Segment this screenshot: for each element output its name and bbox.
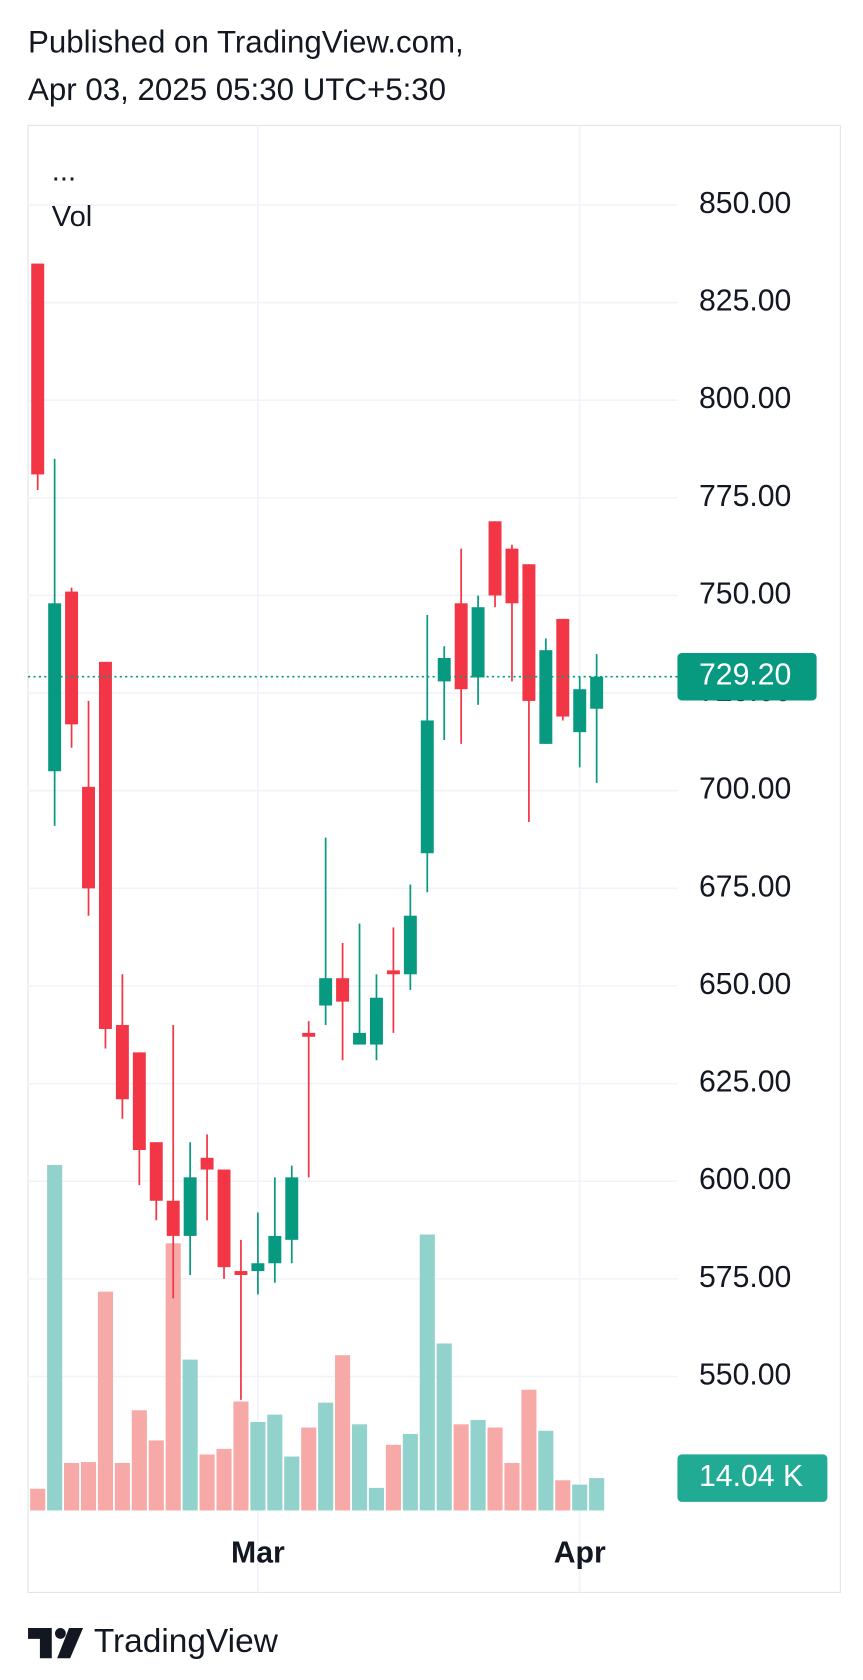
candle-body <box>386 970 400 975</box>
candle-body <box>403 915 417 975</box>
candle-body <box>132 1052 146 1151</box>
candle-body <box>539 650 553 744</box>
y-tick-label: 575.00 <box>699 1261 791 1294</box>
volume-bar <box>521 1389 537 1511</box>
y-tick-label: 800.00 <box>699 382 791 415</box>
volume-bar <box>250 1422 266 1511</box>
volume-bar <box>284 1456 300 1511</box>
y-tick-label: 675.00 <box>699 870 791 903</box>
candle-body <box>353 1032 366 1045</box>
candle-body <box>149 1142 163 1201</box>
candle-body <box>285 1177 299 1240</box>
y-tick-label: 625.00 <box>699 1066 791 1099</box>
timestamp: Apr 03, 2025 05:30 UTC+5:30 <box>28 72 446 107</box>
last-price-label: 729.20 <box>699 659 791 692</box>
volume-bar <box>301 1427 317 1511</box>
volume-bar <box>148 1440 164 1511</box>
volume-bar <box>504 1462 520 1511</box>
volume-bar <box>216 1448 232 1511</box>
volume-bar <box>436 1343 452 1511</box>
candle-body <box>590 676 604 709</box>
last-price-box <box>677 652 817 701</box>
volume-bar <box>233 1401 249 1511</box>
candle-body <box>183 1177 197 1236</box>
volume-bar <box>589 1478 605 1511</box>
candle-body <box>82 786 95 889</box>
volume-bar <box>470 1419 486 1511</box>
volume-bar <box>47 1164 63 1511</box>
volume-bar <box>351 1424 368 1511</box>
candle-body <box>488 521 502 596</box>
candle-body <box>234 1271 248 1275</box>
y-tick-label: 750.00 <box>699 577 791 610</box>
y-tick-label: 850.00 <box>699 187 791 220</box>
candle-body <box>217 1169 231 1268</box>
symbol-label: ... <box>52 155 76 187</box>
chart-frame <box>27 124 841 1593</box>
volume-bar <box>182 1359 198 1511</box>
candle-body <box>115 1025 129 1100</box>
candle-body <box>65 591 79 725</box>
y-tick-label: 775.00 <box>699 480 791 513</box>
volume-bar <box>267 1414 283 1511</box>
candle-body <box>369 997 383 1045</box>
volume-legend: Vol <box>52 201 92 233</box>
candle-body <box>471 607 485 678</box>
candle-body <box>268 1235 282 1264</box>
candle-body <box>166 1200 180 1236</box>
x-tick-label: Apr <box>554 1537 606 1570</box>
volume-bar <box>538 1430 554 1511</box>
volume-bar <box>419 1234 435 1511</box>
candle-body <box>454 603 468 690</box>
candle-body <box>200 1157 214 1170</box>
candle-body <box>437 657 451 682</box>
candle-body <box>336 978 350 1002</box>
logo-dot <box>55 1628 66 1639</box>
volume-bar <box>318 1402 334 1511</box>
candle-body <box>420 720 434 854</box>
volume-bar <box>199 1454 215 1511</box>
volume-bar <box>453 1424 469 1511</box>
volume-bar <box>165 1243 181 1511</box>
candle-body <box>556 618 570 717</box>
logo-mark <box>28 1628 52 1659</box>
volume-bar <box>402 1433 418 1511</box>
y-tick-label: 700.00 <box>699 773 791 806</box>
logo-mark <box>57 1628 84 1659</box>
volume-bar <box>114 1462 130 1511</box>
volume-bar <box>572 1484 588 1511</box>
brand: TradingView <box>94 1623 279 1660</box>
last-volume-label: 14.04 K <box>699 1460 803 1493</box>
candle-body <box>48 603 62 772</box>
volume-bar <box>131 1410 147 1511</box>
volume-bar <box>30 1488 46 1511</box>
y-tick-label: 650.00 <box>699 968 791 1001</box>
candle-body <box>573 689 587 733</box>
volume-bar <box>368 1487 385 1511</box>
last-volume-box <box>677 1454 828 1502</box>
candle-body <box>319 978 333 1006</box>
candle-body <box>98 661 112 1029</box>
y-tick-label: 825.00 <box>699 285 791 318</box>
logo <box>28 1628 84 1659</box>
volume-bar <box>335 1355 351 1511</box>
candle-body <box>522 564 536 701</box>
candle-body <box>302 1032 316 1037</box>
y-tick-label: 600.00 <box>699 1163 791 1196</box>
candle-body <box>505 548 519 604</box>
x-tick-label: Mar <box>231 1537 285 1570</box>
candle-body <box>31 263 45 475</box>
published: Published on TradingView.com, <box>28 25 464 60</box>
volume-bar <box>64 1462 80 1511</box>
volume-bar <box>385 1444 401 1511</box>
volume-bar <box>97 1291 114 1511</box>
y-tick-label: 550.00 <box>699 1358 791 1391</box>
volume-bar <box>555 1480 571 1511</box>
volume-bar <box>80 1462 97 1511</box>
volume-bar <box>487 1427 503 1511</box>
candle-body <box>251 1263 265 1272</box>
